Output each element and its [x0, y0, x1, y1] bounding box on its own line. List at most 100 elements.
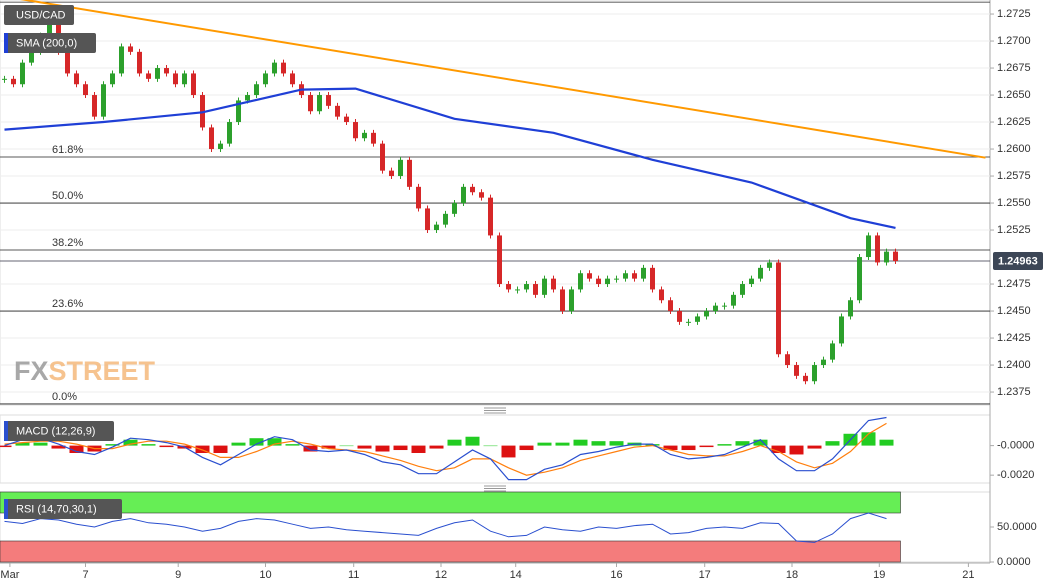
candle — [182, 73, 187, 85]
histogram-bar — [267, 438, 282, 446]
candle — [236, 100, 241, 123]
watermark: FXSTREET — [14, 356, 156, 386]
candle — [137, 51, 142, 74]
candle — [623, 273, 628, 279]
fib-label: 50.0% — [52, 190, 83, 202]
candle — [524, 284, 529, 290]
x-tick-label: 21 — [962, 569, 974, 581]
candle — [569, 289, 574, 312]
candle — [371, 132, 376, 144]
legend-box — [4, 499, 122, 519]
histogram-bar — [753, 439, 768, 446]
candle — [119, 46, 124, 74]
candle — [20, 62, 25, 85]
histogram-bar — [771, 445, 786, 453]
histogram-bar — [861, 432, 876, 446]
candle — [416, 186, 421, 209]
candle — [254, 84, 259, 96]
candle — [776, 262, 781, 355]
histogram-bar — [591, 441, 606, 446]
y-tick-label: 1.2575 — [997, 170, 1031, 182]
candle — [839, 316, 844, 344]
resize-handle[interactable] — [484, 485, 506, 492]
histogram-bar — [537, 442, 552, 446]
sma-line — [4, 87, 896, 229]
candle — [659, 289, 664, 301]
histogram-bar — [663, 445, 678, 451]
candle — [695, 316, 700, 322]
y-tick-label: 1.2700 — [997, 35, 1031, 47]
candle — [443, 213, 448, 225]
candle — [731, 294, 736, 306]
y-tick-label: 1.2650 — [997, 89, 1031, 101]
y-tick-label: 1.2400 — [997, 359, 1031, 371]
candle — [893, 251, 898, 262]
candle — [740, 284, 745, 295]
candle — [281, 62, 286, 74]
legend-label: RSI (14,70,30,1) — [16, 503, 97, 515]
candle — [272, 62, 277, 74]
candle — [605, 278, 610, 285]
candle — [218, 143, 223, 150]
x-tick-label: 9 — [175, 569, 181, 581]
histogram-bar — [375, 445, 390, 452]
candle — [686, 321, 691, 323]
histogram-bar — [285, 444, 300, 446]
candle — [434, 224, 439, 231]
legend-box — [4, 5, 74, 25]
histogram-bar — [609, 441, 624, 446]
candle — [803, 375, 808, 382]
price-panel — [0, 0, 991, 406]
histogram-bar — [105, 444, 120, 446]
histogram-bar — [303, 445, 318, 452]
candle — [884, 251, 889, 263]
candle — [128, 46, 133, 52]
candle — [650, 267, 655, 290]
last-price-box — [993, 252, 1043, 271]
y-tick-label: 1.2375 — [997, 386, 1031, 398]
y-tick-label: 1.2525 — [997, 224, 1031, 236]
legend-label: SMA (200,0) — [16, 37, 77, 49]
candle — [560, 289, 565, 312]
candle — [488, 197, 493, 236]
y-tick-label: -0.0000 — [997, 440, 1034, 452]
x-tick-label: 14 — [510, 569, 522, 581]
candle — [389, 170, 394, 177]
histogram-bar — [879, 439, 894, 446]
candle — [344, 116, 349, 123]
candle — [848, 300, 853, 317]
y-tick-label: 1.2425 — [997, 332, 1031, 344]
candle — [56, 8, 61, 52]
histogram-bar — [735, 441, 750, 446]
candle — [758, 267, 763, 279]
x-tick-label: 17 — [699, 569, 711, 581]
candle — [2, 78, 7, 80]
y-tick-label: 1.2725 — [997, 8, 1031, 20]
histogram-bar — [339, 445, 354, 447]
y-tick-label: 1.2600 — [997, 143, 1031, 155]
histogram-bar — [69, 445, 84, 453]
histogram-bar — [357, 445, 372, 449]
histogram-bar — [807, 445, 822, 449]
histogram-bar — [429, 445, 444, 449]
candle — [110, 73, 115, 85]
candle — [227, 122, 232, 144]
y-tick-label: 1.2625 — [997, 116, 1031, 128]
resize-handle[interactable] — [484, 407, 506, 414]
candle — [479, 192, 484, 198]
candle — [551, 278, 556, 290]
candle — [578, 273, 583, 290]
candle — [353, 122, 358, 139]
candle — [632, 273, 637, 279]
last-price-label: 1.24963 — [998, 255, 1038, 267]
candle — [713, 305, 718, 312]
candle — [497, 235, 502, 285]
histogram-bar — [249, 438, 264, 446]
candle — [533, 284, 538, 295]
x-tick-label: 18 — [786, 569, 798, 581]
y-tick-label: 1.2475 — [997, 278, 1031, 290]
candle — [290, 73, 295, 85]
legend-label: MACD (12,26,9) — [16, 425, 95, 437]
candle — [92, 95, 97, 117]
candle — [317, 95, 322, 112]
